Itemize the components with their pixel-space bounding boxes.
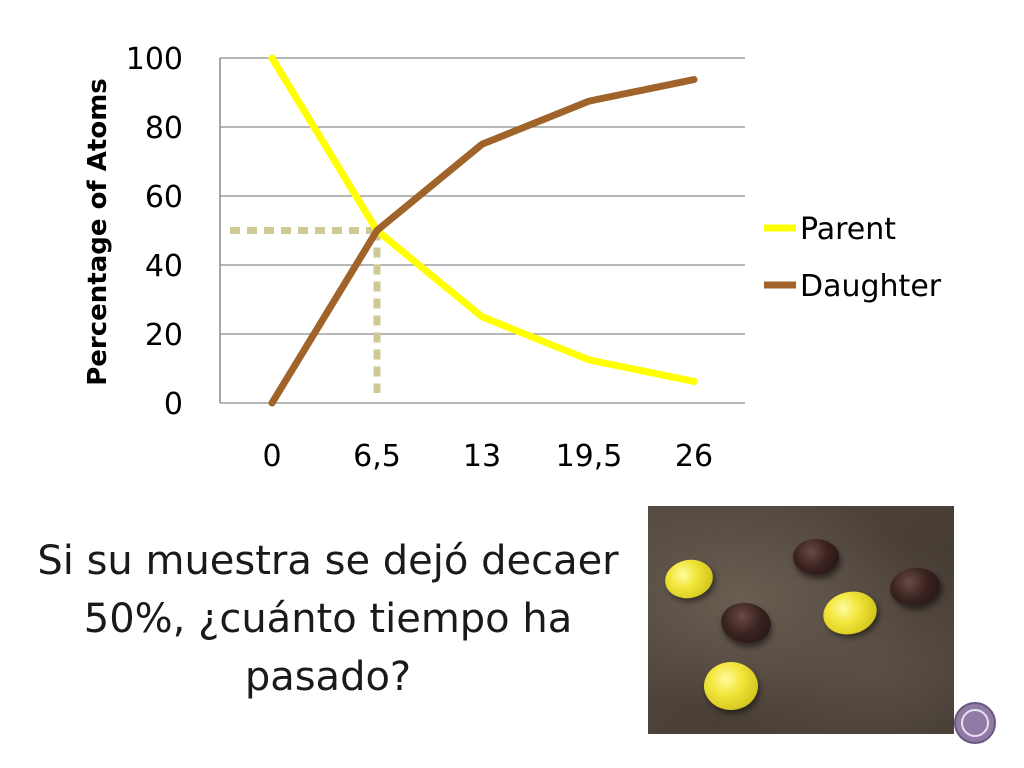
chart-series: [268, 54, 698, 407]
yellow-candy: [704, 662, 758, 710]
x-tick-label: 13: [463, 439, 501, 474]
y-axis-title: Percentage of Atoms: [83, 78, 113, 386]
yellow-candy: [818, 586, 882, 640]
y-tick-label: 60: [145, 180, 183, 215]
y-tick-label: 100: [126, 42, 183, 77]
halflife-guides: [230, 227, 381, 393]
y-tick-label: 40: [145, 249, 183, 284]
legend-label-daughter: Daughter: [800, 269, 942, 304]
question-line-1: Si su muestra se dejó decaer: [37, 538, 619, 584]
question-text: Si su muestra se dejó decaer 50%, ¿cuánt…: [28, 532, 628, 706]
decay-chart: 0 20 40 60 80 100 0 6,5 13 19,5 26 Percentage of …: [83, 42, 942, 474]
chart-legend: Parent Daughter: [764, 212, 942, 304]
series-line-daughter: [268, 76, 698, 407]
x-tick-label: 0: [262, 439, 281, 474]
question-line-3: pasado?: [244, 654, 412, 700]
brown-candy: [717, 598, 775, 648]
x-tick-label: 19,5: [556, 439, 623, 474]
yellow-candy: [661, 555, 717, 603]
y-tick-label: 80: [145, 111, 183, 146]
circle-nav-icon[interactable]: [954, 702, 996, 744]
x-tick-label: 26: [675, 439, 713, 474]
x-tick-label: 6,5: [353, 439, 401, 474]
question-line-2: 50%, ¿cuánto tiempo ha: [83, 596, 573, 642]
series-line-parent: [268, 54, 698, 385]
y-tick-label: 20: [145, 318, 183, 353]
y-tick-labels: 0 20 40 60 80 100: [126, 42, 183, 422]
y-tick-label: 0: [164, 387, 183, 422]
candies-photo: [648, 506, 954, 734]
brown-candy: [793, 539, 839, 575]
legend-label-parent: Parent: [800, 212, 896, 247]
x-tick-labels: 0 6,5 13 19,5 26: [262, 439, 713, 474]
brown-candy: [887, 564, 943, 610]
chart-gridlines: [220, 57, 745, 404]
